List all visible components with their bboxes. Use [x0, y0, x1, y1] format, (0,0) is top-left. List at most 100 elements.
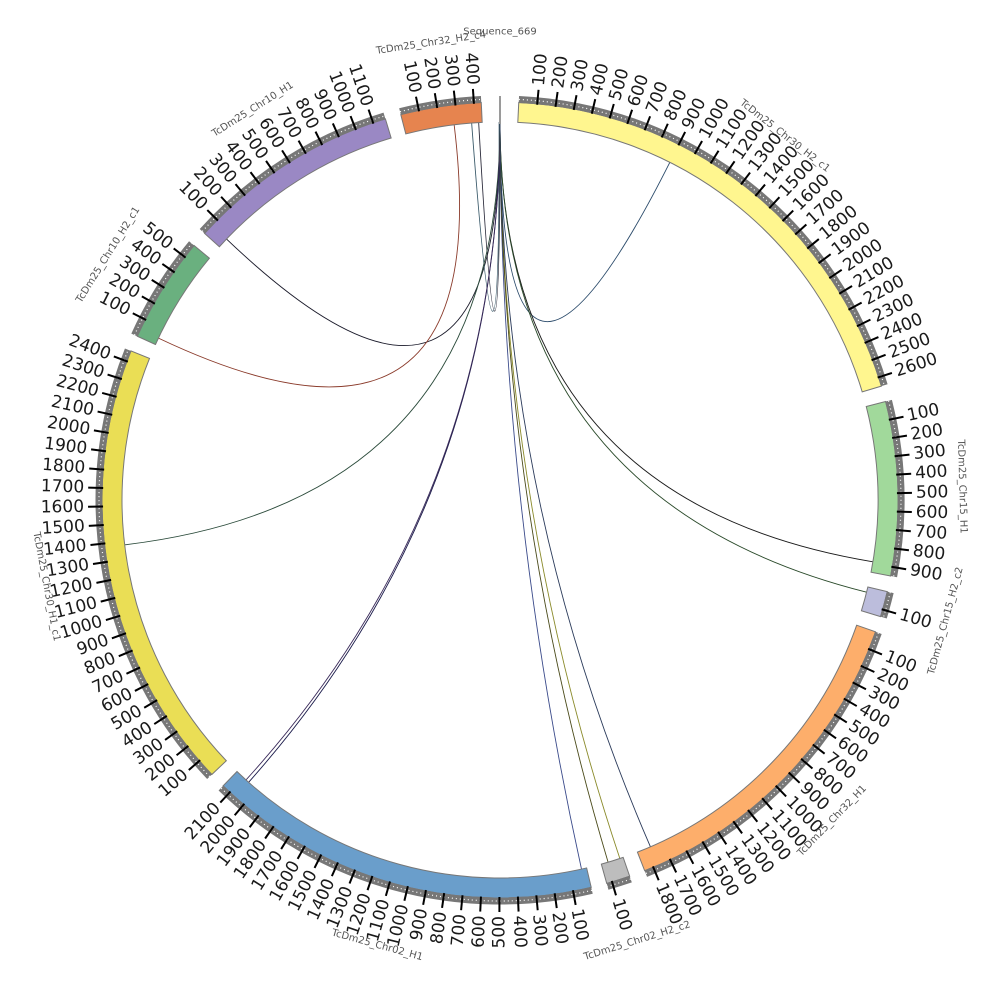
major-tick	[88, 523, 104, 527]
major-tick	[452, 90, 457, 106]
major-tick	[100, 596, 116, 603]
major-tick	[433, 93, 439, 109]
major-tick	[754, 183, 766, 197]
segment-label-sequence-669: Sequence_669	[463, 26, 536, 37]
link-sequence-669-to-tcdm25-chr10-h1	[226, 121, 501, 347]
major-tick	[833, 713, 848, 724]
tick-label: 300	[528, 913, 551, 947]
major-tick	[96, 578, 112, 584]
major-tick	[422, 889, 427, 905]
tick-label: 1800	[41, 455, 86, 478]
major-tick	[348, 869, 356, 884]
major-tick	[91, 448, 107, 453]
segment-tcdm25-chr10-h1[interactable]	[203, 118, 392, 248]
major-tick	[414, 96, 421, 112]
major-tick	[860, 664, 875, 673]
major-tick	[536, 89, 540, 105]
tick-label: 100	[897, 605, 934, 633]
major-tick	[828, 269, 843, 280]
scale-band-tcdm25-chr30-h2-c1	[518, 95, 888, 387]
major-tick	[296, 845, 306, 860]
major-tick	[101, 391, 117, 398]
major-tick	[553, 893, 558, 909]
link-tcdm25-chr32-h2-c4-to-tcdm25-chr10-h2-c1	[158, 124, 461, 388]
tick-label: 1500	[41, 516, 85, 539]
link-sequence-669-to-tcdm25-chr02-h1	[245, 121, 501, 781]
major-tick	[610, 880, 617, 896]
major-tick	[479, 896, 482, 912]
major-tick	[761, 797, 773, 811]
major-tick	[643, 115, 652, 131]
major-tick	[206, 209, 219, 222]
major-tick	[113, 355, 129, 363]
major-tick	[891, 434, 908, 439]
major-tick	[651, 865, 660, 881]
major-tick	[233, 803, 246, 816]
major-tick	[847, 301, 863, 311]
minor-ticks	[133, 243, 193, 336]
links-layer	[124, 121, 873, 870]
tick-label: 200	[547, 911, 571, 946]
major-tick	[571, 890, 577, 906]
link-sequence-669-to-tcdm25-chr30-h1-c1	[124, 121, 501, 546]
major-tick	[118, 649, 134, 658]
segment-label-tcdm25-chr02-h2-c2: TcDm25_Chr02_H2_c2	[582, 919, 692, 963]
minor-ticks	[882, 592, 891, 618]
major-tick	[818, 253, 832, 264]
major-tick	[668, 858, 678, 873]
major-tick	[141, 295, 156, 305]
major-tick	[349, 115, 357, 131]
major-tick	[151, 279, 165, 289]
major-tick	[823, 728, 837, 740]
major-tick	[366, 875, 374, 891]
link-sequence-669-to-tcdm25-chr02-h2-c2	[499, 121, 609, 863]
ticks-layer: 1002003004005006007008009001000110012001…	[41, 52, 949, 949]
tick-label: 800	[912, 541, 947, 565]
major-tick	[234, 183, 246, 197]
major-tick	[384, 881, 391, 897]
major-tick	[90, 542, 106, 547]
major-tick	[725, 160, 736, 175]
link-sequence-669-to-tcdm25-chr02-h1	[499, 121, 582, 870]
major-tick	[134, 683, 149, 692]
major-tick	[660, 123, 669, 138]
major-tick	[781, 209, 794, 222]
major-tick	[867, 647, 883, 656]
major-tick	[732, 820, 743, 834]
tick-label: 600	[468, 915, 490, 948]
major-tick	[220, 196, 232, 209]
tick-label: 800	[427, 910, 451, 945]
major-tick	[856, 318, 871, 328]
major-tick	[516, 896, 520, 912]
major-tick	[800, 758, 814, 770]
scale-band-tcdm25-chr30-h1-c1	[95, 348, 213, 780]
tick-label: 300	[912, 441, 946, 464]
major-tick	[161, 263, 176, 274]
major-tick	[774, 784, 787, 798]
tick-label: 1700	[41, 476, 85, 497]
major-tick	[219, 790, 232, 804]
major-tick	[838, 285, 853, 295]
link-sequence-669-to-tcdm25-chr30-h2-c1	[499, 121, 671, 322]
link-sequence-669-to-tcdm25-chr15-h2-c2	[499, 121, 867, 593]
major-tick	[812, 743, 826, 755]
link-tcdm25-chr32-h2-c4-to-sequence-669	[471, 121, 500, 312]
link-sequence-669-to-tcdm25-chr02-h1	[248, 121, 501, 783]
major-tick	[554, 91, 559, 108]
major-tick	[441, 892, 446, 909]
major-tick	[893, 547, 910, 552]
tick-label: 1600	[41, 497, 85, 518]
major-tick	[367, 109, 375, 125]
link-sequence-669-to-tcdm25-chr02-h2-c2	[499, 121, 621, 859]
tick-label: 100	[608, 896, 636, 933]
major-tick	[693, 140, 703, 155]
tick-label: 400	[509, 915, 530, 948]
major-tick	[107, 373, 123, 381]
major-tick	[590, 98, 597, 114]
major-tick	[685, 850, 695, 865]
minor-ticks	[201, 115, 385, 232]
major-tick	[153, 715, 168, 725]
tick-label: 400	[461, 52, 483, 86]
minor-ticks	[607, 878, 631, 887]
